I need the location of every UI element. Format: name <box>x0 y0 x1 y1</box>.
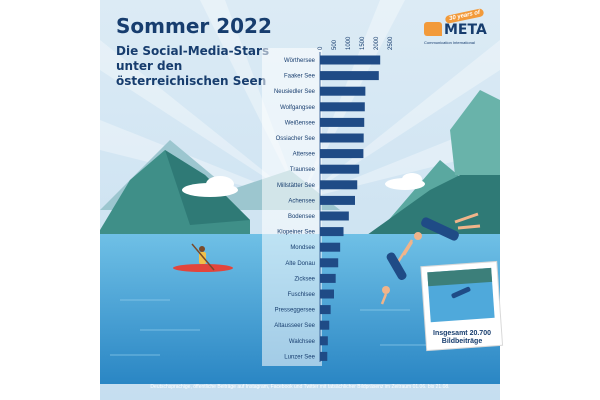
bar <box>320 71 379 81</box>
total-posts-label: Insgesamt 20.700 Bildbeiträge <box>433 330 491 345</box>
bar <box>320 289 334 299</box>
bar <box>320 102 365 112</box>
diver-illustration <box>396 212 481 263</box>
category-label: Neusiedler See <box>274 89 316 95</box>
category-label: Wörthersee <box>284 58 316 64</box>
category-label: Ossiacher See <box>276 136 316 142</box>
bar <box>320 351 328 361</box>
mountain-right-peak <box>450 90 500 175</box>
category-label: Altausseer See <box>274 323 315 329</box>
bar <box>320 320 330 330</box>
bar <box>320 195 355 205</box>
tick-label: 2000 <box>374 36 380 50</box>
kayak-illustration <box>173 243 233 272</box>
tick-label: 1000 <box>346 36 352 50</box>
bar <box>320 133 364 143</box>
tick-label: 500 <box>332 39 338 50</box>
bar <box>320 149 364 159</box>
bar <box>320 258 339 268</box>
bar <box>320 242 341 252</box>
bar <box>320 164 360 174</box>
diver-illustration-second <box>380 241 414 305</box>
bar <box>320 305 331 315</box>
category-label: Millstätter See <box>277 183 316 189</box>
bar <box>320 227 344 237</box>
category-label: Wolfgangsee <box>280 105 316 111</box>
tick-label: 0 <box>318 46 324 50</box>
category-label: Walchsee <box>289 339 316 345</box>
category-label: Fuschlsee <box>288 292 316 298</box>
category-label: Mondsee <box>290 245 315 251</box>
label-panel <box>262 48 322 366</box>
cloud-right <box>385 173 425 190</box>
logo-wordmark: META <box>444 22 487 38</box>
footnote: Deutschsprachige, öffentliche Beiträge a… <box>150 384 450 390</box>
category-label: Bodensee <box>288 214 316 220</box>
bar <box>320 273 336 283</box>
category-label: Weißensee <box>285 120 316 126</box>
category-label: Klopeiner See <box>277 230 315 236</box>
bar <box>320 55 381 65</box>
category-label: Attersee <box>293 152 316 158</box>
category-label: Zicksee <box>294 276 315 282</box>
bar <box>320 86 366 96</box>
category-label: Traunsee <box>290 167 316 173</box>
meta-logo: 30 years of META Communication Internati… <box>420 7 492 46</box>
category-label: Faaker See <box>284 74 316 80</box>
bar <box>320 180 358 190</box>
mountain-right <box>360 165 500 240</box>
tick-label: 2500 <box>388 36 394 50</box>
page-title: Sommer 2022 <box>116 14 272 38</box>
page-subtitle: Die Social-Media-Stars unter den österre… <box>116 44 270 88</box>
cloud-left <box>182 176 238 197</box>
logo-tagline: Communication International <box>424 40 475 45</box>
category-label: Alte Donau <box>285 261 315 267</box>
category-label: Presseggersee <box>275 308 316 314</box>
polaroid-photo <box>420 260 504 352</box>
bar <box>320 336 328 346</box>
bar <box>320 211 349 221</box>
bar <box>320 117 365 127</box>
logo-mark-icon <box>424 22 442 36</box>
category-label: Achensee <box>288 198 315 204</box>
category-label: Lunzer See <box>284 354 315 360</box>
tick-label: 1500 <box>360 36 366 50</box>
